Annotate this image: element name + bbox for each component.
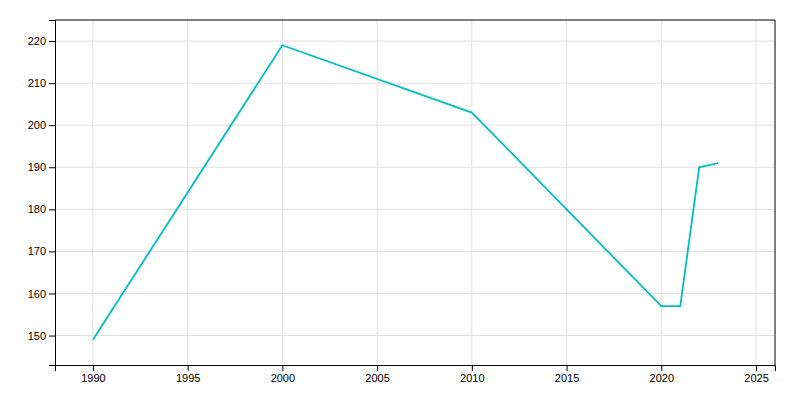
- tick-label: 2010: [460, 372, 484, 384]
- tick: 2000: [271, 365, 295, 384]
- tick-mark: [49, 167, 55, 168]
- tick: 2020: [650, 365, 674, 384]
- tick: 1995: [176, 365, 200, 384]
- tick: 2005: [365, 365, 389, 384]
- grid-line: [566, 20, 567, 365]
- tick-mark: [282, 365, 283, 371]
- tick-mark: [93, 365, 94, 371]
- tick: 170: [28, 245, 55, 257]
- grid: [55, 20, 775, 365]
- grid-line: [55, 83, 775, 84]
- grid-line: [282, 20, 283, 365]
- axis-line: [56, 366, 776, 372]
- grid-line: [55, 293, 775, 294]
- tick-mark: [661, 365, 662, 371]
- grid-line: [92, 20, 93, 365]
- tick-label: 2005: [365, 372, 389, 384]
- grid-line: [377, 20, 378, 365]
- tick-label: 2000: [271, 372, 295, 384]
- grid-line: [55, 209, 775, 210]
- tick-label: 220: [28, 35, 46, 47]
- tick-label: 2015: [555, 372, 579, 384]
- grid-line: [55, 335, 775, 336]
- tick: 160: [28, 287, 55, 299]
- grid-line: [471, 20, 472, 365]
- x-axis: 1990 1995 2000 2005 2010 2015 2020 2025: [56, 365, 776, 384]
- tick-mark: [567, 365, 568, 371]
- tick-label: 2020: [650, 372, 674, 384]
- tick-mark: [49, 83, 55, 84]
- marks: [93, 45, 718, 340]
- chart: 1990 1995 2000 2005 2010 2015 2020 2025 150 160 17…: [0, 0, 800, 400]
- tick-mark: [49, 41, 55, 42]
- tick-mark: [49, 293, 55, 294]
- tick-mark: [49, 251, 55, 252]
- grid-line: [55, 167, 775, 168]
- frame: [55, 20, 775, 21]
- tick: 200: [28, 119, 55, 131]
- tick-mark: [756, 365, 757, 371]
- tick-mark: [49, 336, 55, 337]
- tick-label: 170: [28, 245, 46, 257]
- tick-label: 150: [28, 330, 46, 342]
- tick: 150: [28, 330, 55, 342]
- axis-line: [49, 21, 56, 366]
- tick: 2010: [460, 365, 484, 384]
- grid-line: [756, 20, 757, 365]
- grid-line: [55, 41, 775, 42]
- tick-label: 1990: [81, 372, 105, 384]
- y-axis: 150 160 170 180 190 200 210 220: [28, 21, 56, 366]
- grid-line: [55, 251, 775, 252]
- tick-label: 210: [28, 77, 46, 89]
- tick-mark: [188, 365, 189, 371]
- line: [93, 45, 718, 340]
- tick-mark: [377, 365, 378, 371]
- tick-label: 2025: [744, 372, 768, 384]
- tick-label: 200: [28, 119, 46, 131]
- tick-label: 190: [28, 161, 46, 173]
- tick-label: 180: [28, 203, 46, 215]
- tick: 190: [28, 161, 55, 173]
- tick-mark: [49, 125, 55, 126]
- tick: 2015: [555, 365, 579, 384]
- tick-label: 1995: [176, 372, 200, 384]
- tick: 180: [28, 203, 55, 215]
- tick-mark: [49, 209, 55, 210]
- frame: [775, 20, 776, 365]
- grid-line: [55, 125, 775, 126]
- tick-label: 160: [28, 287, 46, 299]
- tick: 2025: [744, 365, 768, 384]
- tick: 1990: [81, 365, 105, 384]
- tick: 220: [28, 35, 55, 47]
- plot: 1990 1995 2000 2005 2010 2015 2020 2025 150 160 17…: [28, 20, 776, 384]
- grid-line: [661, 20, 662, 365]
- tick-mark: [472, 365, 473, 371]
- tick: 210: [28, 77, 55, 89]
